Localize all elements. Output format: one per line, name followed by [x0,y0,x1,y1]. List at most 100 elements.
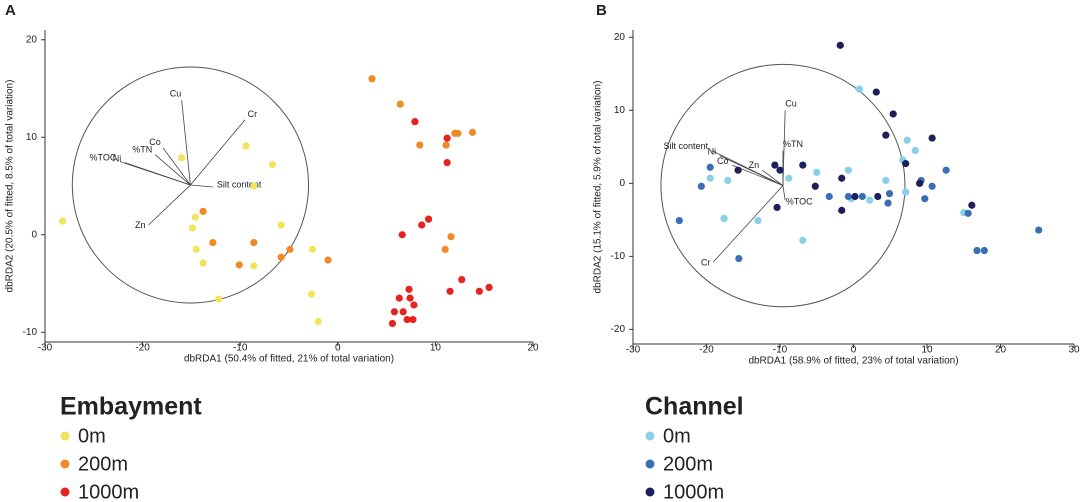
point [307,290,316,298]
point [314,317,322,326]
vector [719,155,784,186]
vector-label: %TN [783,139,803,149]
vector-label: Ni [113,154,122,164]
point [882,176,890,185]
point [368,75,376,83]
point [889,110,897,118]
point [902,160,910,168]
point [399,308,407,316]
point [277,221,285,229]
point [776,166,784,174]
vector [712,185,784,263]
point [785,174,793,182]
point [442,141,450,149]
point [706,163,714,171]
y-tick-label: 20 [26,34,38,45]
x-tick-label: 20 [527,343,539,354]
x-tick-label: -10 [773,345,788,356]
point [475,287,483,295]
point [866,196,874,204]
point [178,154,186,162]
point [441,245,449,253]
vector-label: Co [717,156,729,166]
point [724,176,732,185]
x-axis-label: dbRDA1 (58.9% of fitted, 23% of total va… [748,356,958,367]
point [388,319,397,328]
point [446,287,454,295]
correlation-circle [71,66,310,304]
point [734,166,742,174]
vector [762,169,784,186]
point [980,246,988,255]
point [485,283,493,291]
vector [190,119,246,186]
y-tick-label: 0 [31,229,37,240]
point [424,215,433,223]
point [921,195,929,203]
point [885,189,894,198]
vector-label: Zn [135,220,146,230]
vector [155,154,191,186]
point [902,188,910,196]
panel-label: B [596,2,607,19]
point [235,261,243,269]
point [675,216,683,225]
point [403,315,411,324]
point [242,142,250,150]
y-axis-label: dbRDA2 (15.1% of fitted, 5.9% of total v… [593,81,604,294]
vector-label: Cu [170,89,182,99]
x-tick-label: 0 [851,345,857,356]
point [754,216,762,225]
x-tick-label: 30 [1068,345,1080,356]
point [884,199,892,207]
vector-label: Cr [701,258,711,268]
point [836,41,844,49]
point [268,160,277,169]
point [855,85,863,93]
x-tick-label: 0 [335,343,341,354]
point [250,182,258,190]
point [405,285,413,293]
point [874,192,882,201]
vector [124,162,191,186]
point [799,236,807,244]
point [191,213,199,221]
legend-label: 0m [78,425,106,447]
x-tick-label: 10 [430,343,442,354]
point [928,182,936,190]
correlation-circle [660,63,906,308]
point [858,192,866,201]
legend-label: 200m [663,453,713,475]
point [838,174,846,182]
point [410,301,418,309]
y-tick-label: 0 [619,178,625,189]
x-tick-label: -10 [233,343,248,354]
point [199,207,207,215]
point [409,315,417,324]
point [773,203,781,212]
x-tick-label: 10 [921,345,933,356]
point [720,214,728,222]
x-tick-label: 20 [995,345,1007,356]
vector [782,185,786,201]
point [1035,226,1043,234]
point [324,256,332,264]
vector-label: Ni [708,146,717,156]
point [250,262,258,270]
point [811,182,819,190]
legend-marker [645,459,655,469]
vector-label: %TOC [90,153,117,163]
y-axis-label: dbRDA2 (20.5% of fitted, 8.5% of total v… [5,80,16,293]
vector-label: Silt content [217,180,262,190]
x-tick-label: -20 [135,343,150,354]
point [411,118,419,126]
x-axis-label: dbRDA1 (50.4% of fitted, 21% of total va… [184,354,394,365]
point [58,217,67,225]
point [973,246,981,255]
point [844,192,852,201]
point [706,174,714,182]
point [199,259,207,267]
y-tick-label: -10 [23,327,38,338]
vector-label: Cu [785,99,797,109]
